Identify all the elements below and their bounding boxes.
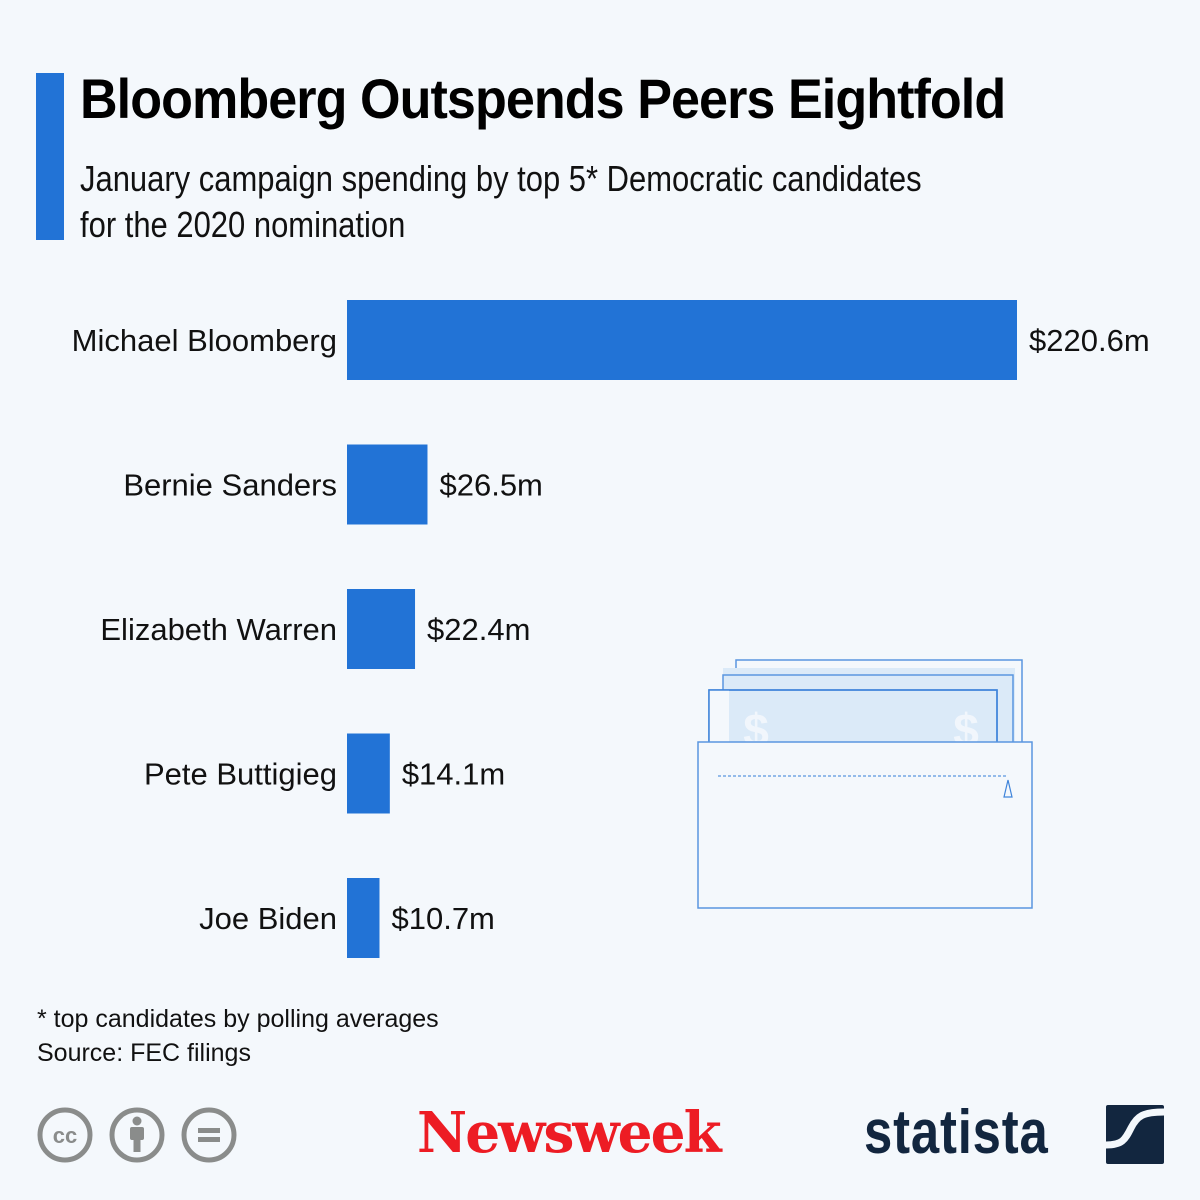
source-text: Source: FEC filings <box>37 1039 251 1067</box>
bar-group: Pete Buttigieg $14.1m <box>144 733 505 814</box>
bar-chart: Michael Bloomberg $220.6m Bernie Sanders $2… <box>72 300 1150 958</box>
value-label: $14.1m <box>402 757 505 792</box>
category-label: Joe Biden <box>199 901 337 936</box>
subtitle-line-2: for the 2020 nomination <box>80 204 406 245</box>
attribution-icon[interactable] <box>108 1106 166 1164</box>
category-label: Michael Bloomberg <box>72 323 337 358</box>
statista-logo-icon <box>1106 1105 1164 1164</box>
bar <box>347 300 1017 380</box>
bar-group: Elizabeth Warren $22.4m <box>100 589 530 669</box>
value-label: $10.7m <box>391 901 494 936</box>
title-accent-bar <box>36 73 64 240</box>
bar <box>347 589 416 669</box>
svg-text:cc: cc <box>53 1123 77 1148</box>
value-label: $220.6m <box>1029 323 1150 358</box>
category-label: Bernie Sanders <box>123 468 337 503</box>
bar <box>347 444 428 525</box>
bar-group: Bernie Sanders $26.5m <box>123 444 543 525</box>
category-label: Elizabeth Warren <box>100 612 337 647</box>
category-label: Pete Buttigieg <box>144 757 337 792</box>
license-icons: cc <box>36 1106 238 1164</box>
chart-title: Bloomberg Outspends Peers Eightfold <box>80 67 1006 130</box>
chart-subtitle: January campaign spending by top 5* Demo… <box>80 156 922 248</box>
footnote-text: * top candidates by polling averages <box>37 1005 439 1033</box>
newsweek-logo: Newsweek <box>417 1100 722 1166</box>
value-label: $26.5m <box>439 468 542 503</box>
statista-logo: statista <box>864 1098 1049 1167</box>
bar-group: Michael Bloomberg $220.6m <box>72 300 1150 380</box>
bar-group: Joe Biden $10.7m <box>199 878 495 958</box>
no-derivatives-icon[interactable] <box>180 1106 238 1164</box>
bar <box>347 733 390 814</box>
cc-icon[interactable]: cc <box>36 1106 94 1164</box>
footnote: * top candidates by polling averages Sou… <box>37 1002 439 1070</box>
bar <box>347 878 380 958</box>
subtitle-line-1: January campaign spending by top 5* Demo… <box>80 158 922 199</box>
value-label: $22.4m <box>427 612 530 647</box>
wallet-icon: $ $ <box>697 659 1033 909</box>
